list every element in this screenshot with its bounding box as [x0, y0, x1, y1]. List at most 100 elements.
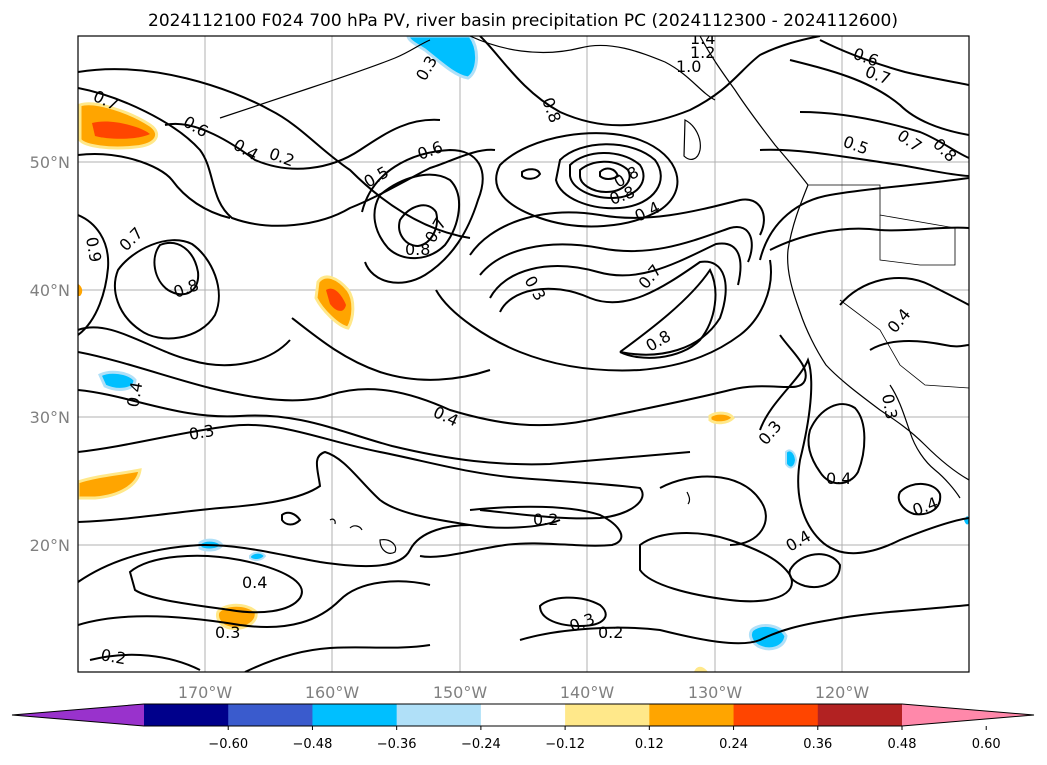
contour-label: 0.4	[242, 573, 267, 592]
contour-line	[398, 204, 438, 248]
contour-line	[479, 36, 821, 127]
shade-positive-patch	[78, 468, 142, 500]
contour-label: 0.4	[826, 469, 851, 488]
contour-line	[78, 580, 431, 628]
precip-shading	[78, 36, 969, 672]
colorbar-segment	[396, 704, 482, 726]
contour-label: 1.2	[690, 43, 715, 62]
contour-label: 0.3	[215, 623, 240, 642]
contour-line	[789, 59, 969, 136]
contour-line	[839, 277, 969, 306]
coastline-bc	[699, 36, 809, 186]
contour-line	[78, 68, 471, 239]
colorbar-tick-label: −0.48	[293, 737, 333, 752]
contour-label: 0.2	[99, 645, 127, 668]
shade-negative-patch	[98, 370, 137, 391]
shade-positive-core	[326, 288, 346, 311]
contour-label: 1.4	[690, 29, 715, 48]
shade-positive-patch	[708, 411, 735, 425]
border-canada-us	[808, 184, 956, 229]
contour-line	[153, 242, 200, 296]
contour-label: 0.8	[405, 240, 430, 259]
shade-negative-patch	[249, 551, 267, 562]
contour-line	[281, 511, 302, 526]
colorbar-segment	[480, 704, 566, 726]
shade-positive-patch	[78, 284, 83, 296]
island-hawaii	[329, 518, 336, 525]
contour-line	[419, 505, 623, 558]
contour-line	[361, 148, 484, 284]
contour-line	[164, 118, 441, 170]
contour-line	[78, 524, 471, 583]
colorbar-segment	[565, 704, 650, 726]
longitude-ticks: 170°W 160°W 150°W 140°W 130°W 120°W	[178, 683, 870, 702]
lat-tick-label: 30°N	[30, 408, 70, 427]
contour-line	[599, 167, 620, 180]
contour-line	[788, 553, 842, 588]
contour-label: 0.4	[123, 380, 146, 408]
contour-line	[78, 334, 807, 427]
colorbar-extend-min	[12, 704, 144, 726]
contour-line	[579, 160, 631, 194]
contour-line	[759, 148, 969, 177]
coastline-alaska	[219, 39, 431, 119]
contour-line	[435, 259, 772, 372]
map-frame	[77, 35, 970, 673]
contour-line	[659, 475, 767, 546]
colorbar-tick-label: −0.12	[545, 737, 585, 752]
coastline-us-west	[787, 184, 969, 481]
contour-line	[869, 340, 969, 351]
contour-line	[479, 226, 753, 276]
contour-line	[291, 317, 491, 381]
contour-line	[569, 152, 645, 200]
colorbar-segment	[733, 704, 819, 726]
contour-line	[759, 177, 969, 261]
lon-tick-label: 140°W	[560, 683, 615, 702]
shade-negative-patch	[406, 36, 478, 80]
contour-line	[78, 423, 644, 520]
contour-line	[619, 268, 717, 359]
contour-line	[244, 644, 431, 672]
colorbar-tick-label: −0.36	[377, 737, 417, 752]
contour-label: 1.0	[676, 57, 701, 76]
contour-line	[499, 260, 727, 356]
latitude-ticks: 50°N 40°N 30°N 20°N	[30, 153, 70, 555]
colorbar-tick-label: 0.12	[635, 737, 664, 752]
shade-negative-patch	[785, 449, 798, 469]
contour-label: 0.9	[82, 235, 105, 263]
lon-tick-label: 120°W	[815, 683, 870, 702]
contour-label: 0.2	[533, 510, 558, 529]
contour-label: 0.3	[878, 392, 901, 420]
border-us-mexico	[839, 299, 969, 389]
colorbar-tick-label: 0.24	[719, 737, 748, 752]
contour-line	[495, 132, 679, 228]
pv-contours	[78, 36, 969, 672]
lon-tick-label: 160°W	[305, 683, 360, 702]
colorbar-segment	[312, 704, 398, 726]
lat-tick-label: 40°N	[30, 281, 70, 300]
contour-line	[78, 389, 691, 466]
contour-line	[78, 153, 231, 219]
island-hawaii	[349, 525, 363, 531]
contour-line	[469, 198, 765, 256]
contour-line	[128, 554, 303, 614]
lon-tick-label: 170°W	[178, 683, 233, 702]
shade-positive-core	[92, 121, 150, 139]
colorbar-extend-max	[902, 704, 1034, 726]
lat-tick-label: 20°N	[30, 536, 70, 555]
contour-line	[78, 326, 291, 367]
coastline-baja	[889, 384, 961, 499]
lon-tick-label: 150°W	[433, 683, 488, 702]
contour-line	[807, 403, 866, 485]
lon-tick-label: 130°W	[688, 683, 743, 702]
contour-line	[521, 168, 542, 180]
contour-label: 0.2	[598, 623, 623, 642]
contour-label: 0.3	[187, 421, 215, 444]
island-hawaii	[379, 539, 397, 554]
coastline-alaska	[469, 36, 716, 101]
contour-line	[78, 214, 110, 336]
contour-line	[89, 653, 201, 671]
contour-line	[489, 242, 742, 299]
contour-line	[554, 143, 662, 210]
